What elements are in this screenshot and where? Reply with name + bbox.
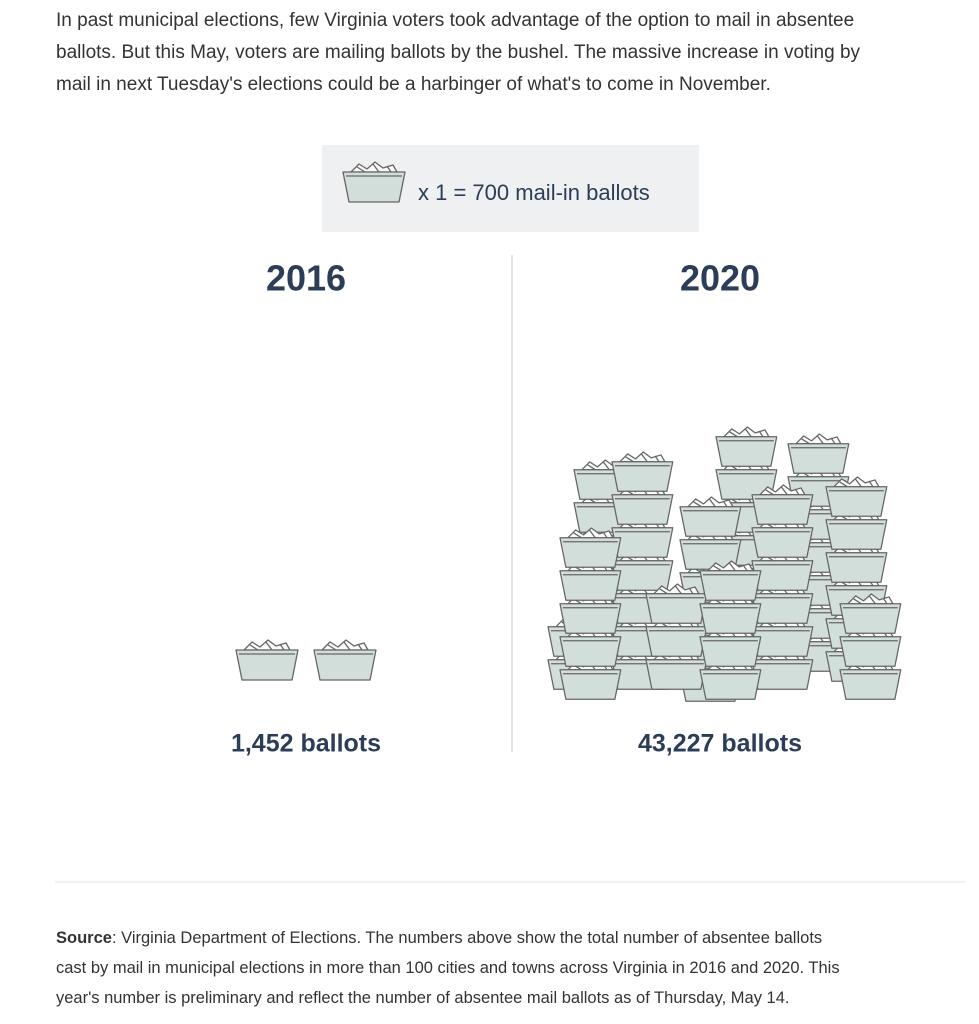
- basket: [715, 459, 778, 500]
- basket-part: [693, 498, 728, 508]
- year-label: 2020: [680, 258, 760, 299]
- basket-part: [645, 659, 708, 690]
- basket-part: [559, 570, 622, 601]
- basket-part: [559, 669, 622, 700]
- basket-part: [825, 486, 888, 517]
- basket-part: [235, 649, 299, 681]
- basket-part: [313, 649, 377, 681]
- basket: [313, 639, 377, 681]
- basket-part: [751, 527, 814, 558]
- basket-part: [853, 595, 888, 605]
- basket-part: [729, 428, 764, 438]
- basket: [715, 426, 778, 467]
- year-label: 2016: [266, 258, 346, 299]
- basket-part: [611, 461, 674, 492]
- basket: [611, 451, 674, 492]
- basket-part: [699, 636, 762, 667]
- basket: [751, 484, 814, 525]
- basket-part: [825, 519, 888, 550]
- basket-part: [653, 583, 700, 595]
- basket-part: [350, 161, 398, 173]
- basket-part: [619, 451, 666, 463]
- basket: [645, 583, 708, 624]
- basket-part: [559, 603, 622, 634]
- basket: [787, 433, 850, 474]
- basket-part: [249, 641, 285, 651]
- legend-label: x 1 = 700 mail-in ballots: [418, 180, 650, 205]
- basket-part: [713, 562, 748, 572]
- intro-line: ballots. But this May, voters are mailin…: [56, 42, 861, 63]
- total-label: 1,452 ballots: [231, 730, 381, 758]
- intro: In past municipal elections, few Virgini…: [56, 10, 861, 95]
- basket-part: [839, 636, 902, 667]
- basket: [839, 593, 902, 634]
- basket-part: [327, 641, 363, 651]
- basket: [825, 509, 888, 550]
- basket-part: [573, 529, 608, 539]
- basket-part: [839, 478, 874, 488]
- basket: [699, 560, 762, 601]
- basket-part: [356, 163, 392, 173]
- basket-part: [699, 570, 762, 601]
- source-text: year's number is preliminary and reflect…: [56, 989, 789, 1007]
- basket: [235, 639, 299, 681]
- intro-line: In past municipal elections, few Virgini…: [56, 10, 854, 31]
- basket-part: [679, 506, 742, 537]
- basket-part: [699, 669, 762, 700]
- basket: [559, 527, 622, 568]
- basket-part: [559, 537, 622, 568]
- total-label: 43,227 ballots: [638, 730, 802, 758]
- basket-part: [645, 593, 708, 624]
- basket-part: [759, 484, 806, 496]
- basket-part: [559, 636, 622, 667]
- basket-part: [787, 443, 850, 474]
- basket: [342, 161, 406, 203]
- source-label: Source: [56, 929, 112, 947]
- basket-part: [687, 496, 734, 508]
- basket-part: [699, 603, 762, 634]
- source-line: year's number is preliminary and reflect…: [56, 989, 789, 1007]
- basket-part: [751, 494, 814, 525]
- basket-part: [659, 585, 694, 595]
- source-text: : Virginia Department of Elections. The …: [112, 929, 822, 947]
- source-line: Source: Virginia Department of Elections…: [56, 929, 822, 947]
- basket: [679, 496, 742, 537]
- basket-part: [611, 494, 674, 525]
- source-text: cast by mail in municipal elections in m…: [56, 959, 840, 977]
- basket-part: [243, 639, 291, 651]
- basket-part: [567, 527, 614, 539]
- basket-part: [847, 593, 894, 605]
- basket-part: [833, 476, 880, 488]
- basket-part: [765, 486, 800, 496]
- basket-part: [839, 603, 902, 634]
- basket-part: [825, 552, 888, 583]
- basket: [825, 476, 888, 517]
- basket-part: [707, 560, 754, 572]
- intro-line: mail in next Tuesday's elections could b…: [56, 74, 771, 95]
- basket-part: [321, 639, 369, 651]
- basket-part: [839, 669, 902, 700]
- basket-part: [342, 171, 406, 203]
- basket-part: [723, 426, 770, 438]
- basket-part: [795, 433, 842, 445]
- basket-part: [715, 436, 778, 467]
- source: Source: Virginia Department of Elections…: [56, 929, 840, 1007]
- basket-part: [801, 435, 836, 445]
- basket-part: [645, 626, 708, 657]
- source-line: cast by mail in municipal elections in m…: [56, 959, 840, 977]
- basket-part: [625, 453, 660, 463]
